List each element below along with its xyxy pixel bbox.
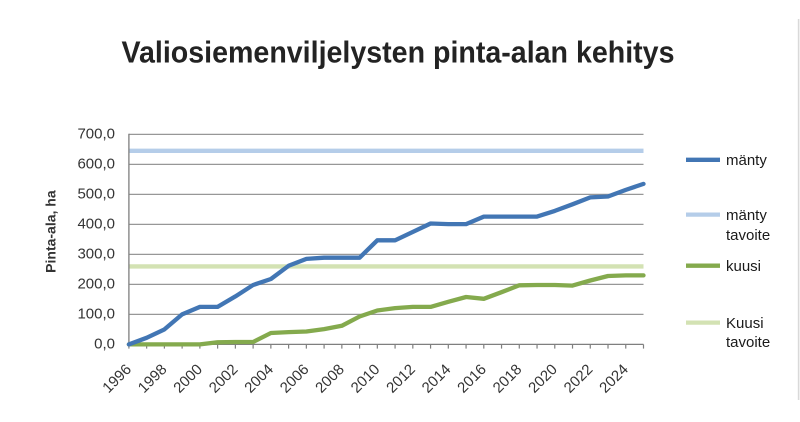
svg-text:0,0: 0,0 [94,335,115,352]
svg-text:Pinta-ala, ha: Pinta-ala, ha [42,190,58,273]
svg-text:mänty: mänty [726,152,767,169]
svg-text:Kuusi: Kuusi [726,315,764,332]
svg-text:500,0: 500,0 [77,185,115,202]
svg-text:100,0: 100,0 [77,305,115,322]
svg-text:200,0: 200,0 [77,275,115,292]
svg-text:700,0: 700,0 [77,125,115,142]
svg-text:mänty: mänty [726,207,767,224]
svg-text:tavoite: tavoite [726,227,770,244]
svg-text:600,0: 600,0 [77,155,115,172]
svg-text:400,0: 400,0 [77,215,115,232]
svg-text:tavoite: tavoite [726,334,770,351]
svg-text:300,0: 300,0 [77,245,115,262]
svg-text:kuusi: kuusi [726,258,761,275]
svg-text:Valiosiemenviljelysten pinta-a: Valiosiemenviljelysten pinta-alan kehity… [122,34,675,69]
